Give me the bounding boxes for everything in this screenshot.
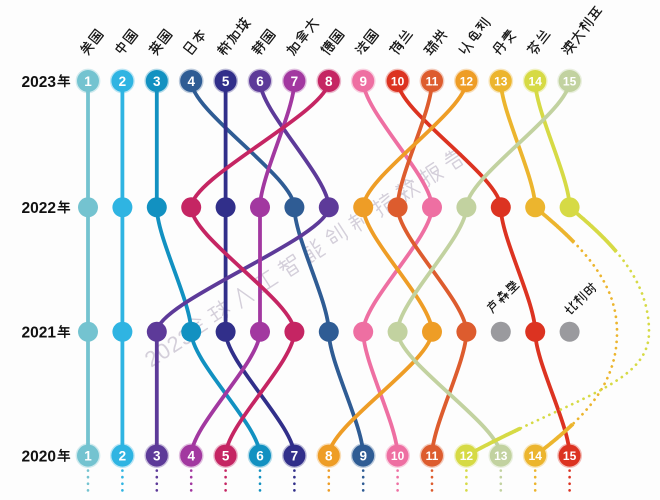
svg-text:9: 9: [359, 448, 367, 463]
svg-text:2023: 2023: [22, 74, 57, 91]
svg-text:6: 6: [256, 74, 264, 89]
svg-text:11: 11: [426, 74, 439, 88]
svg-text:12: 12: [460, 449, 474, 463]
svg-text:13: 13: [494, 74, 508, 88]
svg-text:4: 4: [187, 74, 195, 89]
svg-text:3: 3: [153, 74, 161, 89]
svg-text:7: 7: [291, 74, 299, 89]
svg-text:8: 8: [325, 74, 333, 89]
svg-text:2: 2: [119, 448, 127, 463]
svg-text:5: 5: [222, 74, 230, 89]
svg-text:7: 7: [291, 448, 299, 463]
svg-text:2022: 2022: [22, 200, 56, 217]
svg-text:11: 11: [426, 449, 439, 463]
svg-text:14: 14: [529, 449, 543, 463]
svg-text:14: 14: [529, 74, 543, 88]
svg-text:9: 9: [359, 74, 367, 89]
svg-text:5: 5: [222, 448, 230, 463]
svg-text:1: 1: [84, 448, 92, 463]
svg-text:1: 1: [84, 74, 92, 89]
svg-text:15: 15: [563, 74, 577, 88]
svg-text:13: 13: [494, 449, 508, 463]
svg-text:4: 4: [187, 448, 195, 463]
svg-text:2021: 2021: [22, 325, 57, 342]
svg-text:8: 8: [325, 448, 333, 463]
svg-text:3: 3: [153, 448, 161, 463]
svg-text:2: 2: [119, 74, 127, 89]
svg-text:10: 10: [391, 449, 405, 463]
svg-text:2020: 2020: [22, 448, 56, 465]
svg-text:15: 15: [563, 449, 577, 463]
svg-text:6: 6: [256, 448, 264, 463]
svg-text:12: 12: [460, 74, 474, 88]
svg-text:10: 10: [391, 74, 405, 88]
